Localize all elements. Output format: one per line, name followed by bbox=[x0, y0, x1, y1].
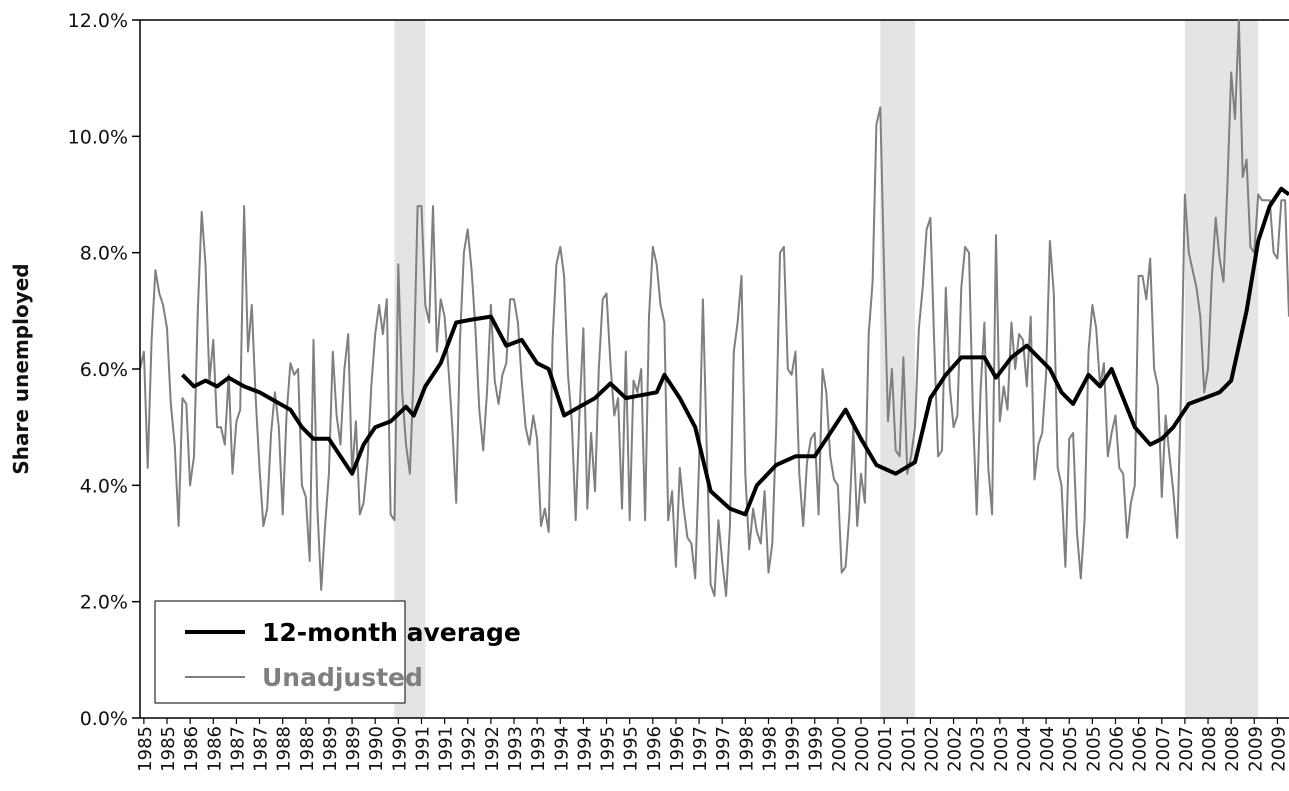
x-tick-label: 1988 bbox=[274, 726, 295, 772]
x-tick-label: 1990 bbox=[389, 726, 410, 772]
x-tick-label: 1990 bbox=[366, 726, 387, 772]
x-tick-label: 2007 bbox=[1176, 726, 1197, 772]
x-tick-label: 1996 bbox=[644, 726, 665, 772]
legend-label: 12-month average bbox=[262, 618, 521, 647]
x-tick-label: 1991 bbox=[412, 726, 433, 772]
x-tick-label: 1987 bbox=[251, 726, 272, 772]
x-tick-label: 1985 bbox=[158, 726, 179, 772]
x-tick-label: 1989 bbox=[343, 726, 364, 772]
x-tick-label: 2002 bbox=[921, 726, 942, 772]
x-tick-label: 1996 bbox=[667, 726, 688, 772]
y-tick-label: 8.0% bbox=[80, 243, 128, 265]
x-tick-label: 2009 bbox=[1245, 726, 1266, 772]
y-tick-label: 10.0% bbox=[68, 126, 128, 148]
x-tick-label: 1995 bbox=[598, 726, 619, 772]
y-axis-label: Share unemployed bbox=[9, 263, 33, 474]
x-tick-label: 1994 bbox=[574, 726, 595, 772]
x-tick-label: 2005 bbox=[1060, 726, 1081, 772]
y-tick-label: 4.0% bbox=[80, 475, 128, 497]
y-tick-label: 0.0% bbox=[80, 708, 128, 730]
series-line bbox=[180, 186, 1289, 517]
x-tick-label: 2008 bbox=[1222, 726, 1243, 772]
recession-band bbox=[1184, 20, 1259, 718]
x-tick-label: 2000 bbox=[852, 726, 873, 772]
x-tick-label: 1999 bbox=[806, 726, 827, 772]
x-tick-label: 1986 bbox=[204, 726, 225, 772]
x-tick-label: 2009 bbox=[1268, 726, 1289, 772]
x-tick-label: 2003 bbox=[968, 726, 989, 772]
x-tick-label: 2004 bbox=[1014, 726, 1035, 772]
x-tick-label: 1987 bbox=[227, 726, 248, 772]
x-tick-label: 2003 bbox=[991, 726, 1012, 772]
x-tick-label: 1994 bbox=[551, 726, 572, 772]
x-tick-label: 1997 bbox=[690, 726, 711, 772]
x-tick-label: 2008 bbox=[1199, 726, 1220, 772]
x-tick-label: 1999 bbox=[783, 726, 804, 772]
series-line bbox=[139, 19, 1289, 597]
x-tick-label: 1993 bbox=[505, 726, 526, 772]
x-tick-label: 1988 bbox=[297, 726, 318, 772]
y-tick-label: 2.0% bbox=[80, 592, 128, 614]
x-tick-label: 2006 bbox=[1130, 726, 1151, 772]
x-tick-label: 2004 bbox=[1037, 726, 1058, 772]
x-tick-label: 1995 bbox=[621, 726, 642, 772]
x-tick-label: 1992 bbox=[482, 726, 503, 772]
x-tick-label: 1998 bbox=[759, 726, 780, 772]
x-tick-label: 1991 bbox=[436, 726, 457, 772]
legend-label: Unadjusted bbox=[262, 663, 423, 692]
x-tick-label: 1989 bbox=[320, 726, 341, 772]
x-tick-label: 2001 bbox=[875, 726, 896, 772]
recession-band bbox=[880, 20, 915, 718]
x-tick-label: 2002 bbox=[945, 726, 966, 772]
x-tick-label: 2007 bbox=[1153, 726, 1174, 772]
x-tick-label: 1997 bbox=[713, 726, 734, 772]
legend-box bbox=[154, 600, 406, 704]
x-tick-label: 2006 bbox=[1106, 726, 1127, 772]
x-tick-label: 1992 bbox=[459, 726, 480, 772]
x-tick-label: 1998 bbox=[736, 726, 757, 772]
y-tick-label: 12.0% bbox=[68, 10, 128, 32]
x-tick-label: 2005 bbox=[1083, 726, 1104, 772]
y-tick-label: 6.0% bbox=[80, 359, 128, 381]
x-tick-label: 1986 bbox=[181, 726, 202, 772]
x-tick-label: 2000 bbox=[829, 726, 850, 772]
x-tick-label: 1993 bbox=[528, 726, 549, 772]
x-tick-label: 2001 bbox=[898, 726, 919, 772]
x-tick-label: 1985 bbox=[135, 726, 156, 772]
